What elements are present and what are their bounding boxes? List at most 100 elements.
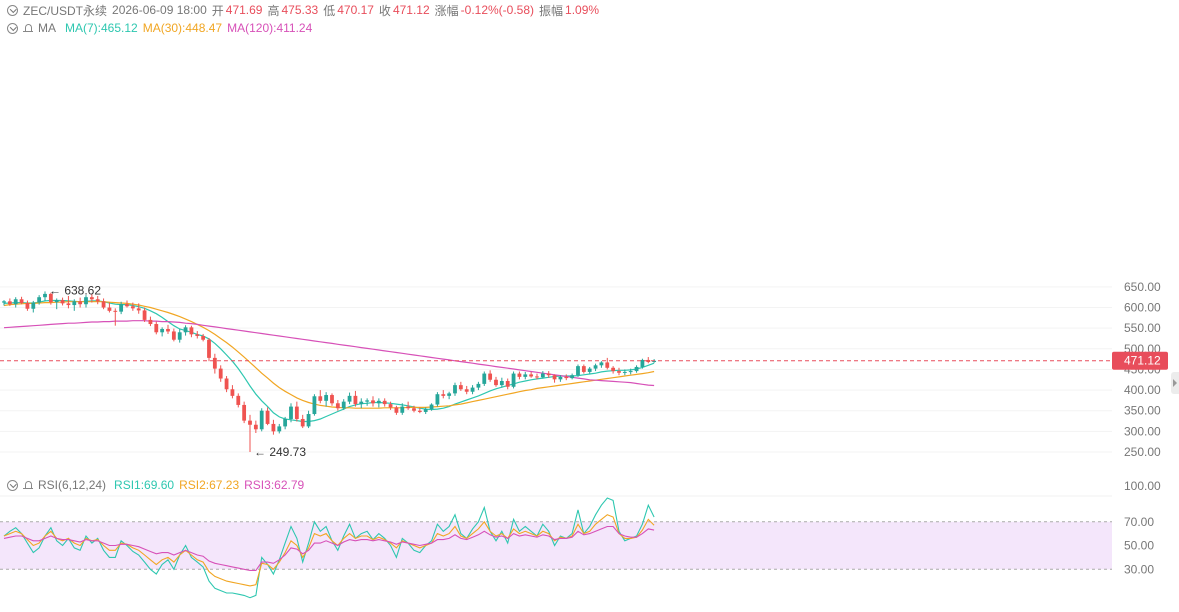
- candle-body: [423, 409, 428, 412]
- ma-legend: MA MA(7):465.12 MA(30):448.47 MA(120):41…: [0, 19, 317, 37]
- candle-body: [617, 371, 621, 373]
- candle-body: [634, 366, 639, 372]
- candle-body: [646, 359, 651, 363]
- candle-body: [113, 310, 118, 312]
- candle-body: [300, 418, 305, 427]
- candle-body: [552, 375, 557, 380]
- candle-body: [417, 410, 422, 412]
- candle-body: [382, 400, 387, 405]
- y-tick-label: 250.00: [1124, 445, 1161, 459]
- candle-body: [365, 400, 370, 402]
- rsi-label: RSI(6,12,24): [38, 478, 107, 492]
- ma120-value: MA(120):411.24: [227, 21, 313, 35]
- candle-body: [236, 395, 241, 405]
- candle-body: [347, 395, 352, 402]
- ma30-value: MA(30):448.47: [142, 21, 223, 35]
- candle-body: [13, 299, 18, 305]
- candle-body: [312, 396, 317, 415]
- main-y-axis: 650.00600.00550.00500.00450.00400.00350.…: [1124, 280, 1161, 459]
- symbol-label: ZEC/USDT永续: [23, 3, 108, 18]
- candle-body: [388, 404, 393, 408]
- datetime-label: 2026-06-09 18:00: [112, 3, 207, 17]
- open-value: 471.69: [225, 3, 263, 17]
- candle-body: [611, 367, 616, 372]
- y-tick-label: 350.00: [1124, 404, 1161, 418]
- rsi-band: [0, 521, 1112, 570]
- ma-line-ma30: [3, 301, 655, 409]
- ohlc-header: ZEC/USDT永续 2026-06-09 18:00 开 471.69 高 475…: [0, 1, 604, 19]
- bell-icon[interactable]: [23, 23, 33, 33]
- candle-body: [2, 301, 6, 303]
- candle-body: [101, 301, 106, 308]
- candle-body: [119, 304, 124, 312]
- candle-body: [271, 423, 276, 432]
- y-tick-label: 650.00: [1124, 280, 1161, 294]
- candle-body: [60, 300, 65, 304]
- rsi-y-tick-label: 50.00: [1124, 539, 1154, 553]
- candle-body: [581, 366, 586, 372]
- current-price-marker: 471.12: [0, 351, 1168, 370]
- candle-body: [19, 299, 24, 303]
- candle-body: [248, 420, 252, 425]
- amplitude-value: 1.09%: [565, 3, 600, 17]
- side-panel-expand-handle[interactable]: [1171, 372, 1179, 394]
- close-label: 收: [378, 3, 391, 18]
- rsi-y-tick-label: 30.00: [1124, 562, 1154, 576]
- candle-body: [207, 339, 211, 358]
- candle-body: [148, 319, 153, 325]
- collapse-chevron-icon[interactable]: [7, 479, 18, 491]
- candle-body: [394, 407, 399, 413]
- candle-body: [429, 404, 434, 410]
- low-value: 470.17: [337, 3, 374, 17]
- candle-body: [535, 376, 539, 378]
- candle-body: [335, 403, 340, 409]
- amplitude-label: 振幅: [539, 3, 564, 18]
- candle-body: [558, 376, 563, 380]
- candle-body: [546, 373, 551, 376]
- candle-body: [652, 360, 657, 363]
- ma-line-ma120: [3, 320, 655, 387]
- candle-body: [66, 303, 71, 306]
- close-value: 471.12: [392, 3, 430, 17]
- candle-body: [89, 297, 94, 300]
- candle-body: [7, 301, 12, 305]
- candle-body: [201, 336, 206, 340]
- collapse-chevron-icon[interactable]: [7, 22, 18, 34]
- candle-body: [511, 373, 516, 387]
- candle-body: [622, 371, 627, 373]
- collapse-chevron-icon[interactable]: [7, 4, 18, 16]
- candle-body: [599, 362, 604, 366]
- candle-body: [107, 307, 112, 311]
- candle-body: [412, 408, 416, 411]
- candle-body: [587, 368, 592, 372]
- y-tick-label: 600.00: [1124, 301, 1161, 315]
- extreme-annotations: ← 638.62 ← 249.73: [49, 284, 306, 460]
- candle-body: [476, 383, 481, 388]
- high-label: 高: [267, 3, 280, 18]
- min-price-annotation: ← 249.73: [254, 445, 306, 459]
- candle-body: [330, 395, 334, 404]
- open-label: 开: [211, 3, 224, 18]
- candle-body: [499, 380, 504, 386]
- candle-body: [224, 378, 229, 390]
- rsi-legend: RSI(6,12,24) RSI1:69.60 RSI2:67.23 RSI3:…: [0, 476, 309, 494]
- candle-body: [277, 426, 282, 432]
- candle-body: [628, 371, 633, 373]
- candle-body: [259, 410, 264, 430]
- candle-body: [640, 359, 645, 367]
- rsi-y-tick-label: 100.00: [1124, 479, 1161, 493]
- bell-icon[interactable]: [23, 480, 33, 490]
- candle-body: [523, 374, 528, 377]
- rsi-y-tick-label: 70.00: [1124, 515, 1154, 529]
- candle-body: [166, 328, 170, 332]
- candle-body: [564, 376, 569, 379]
- candle-body: [212, 357, 217, 369]
- ma7-value: MA(7):465.12: [65, 21, 138, 35]
- rsi1-value: RSI1:69.60: [114, 478, 175, 492]
- candle-body: [400, 406, 405, 413]
- candle-body: [406, 406, 411, 409]
- candle-body: [359, 401, 364, 405]
- candle-body: [154, 324, 159, 333]
- change-value: -0.12%(-0.58): [460, 3, 535, 17]
